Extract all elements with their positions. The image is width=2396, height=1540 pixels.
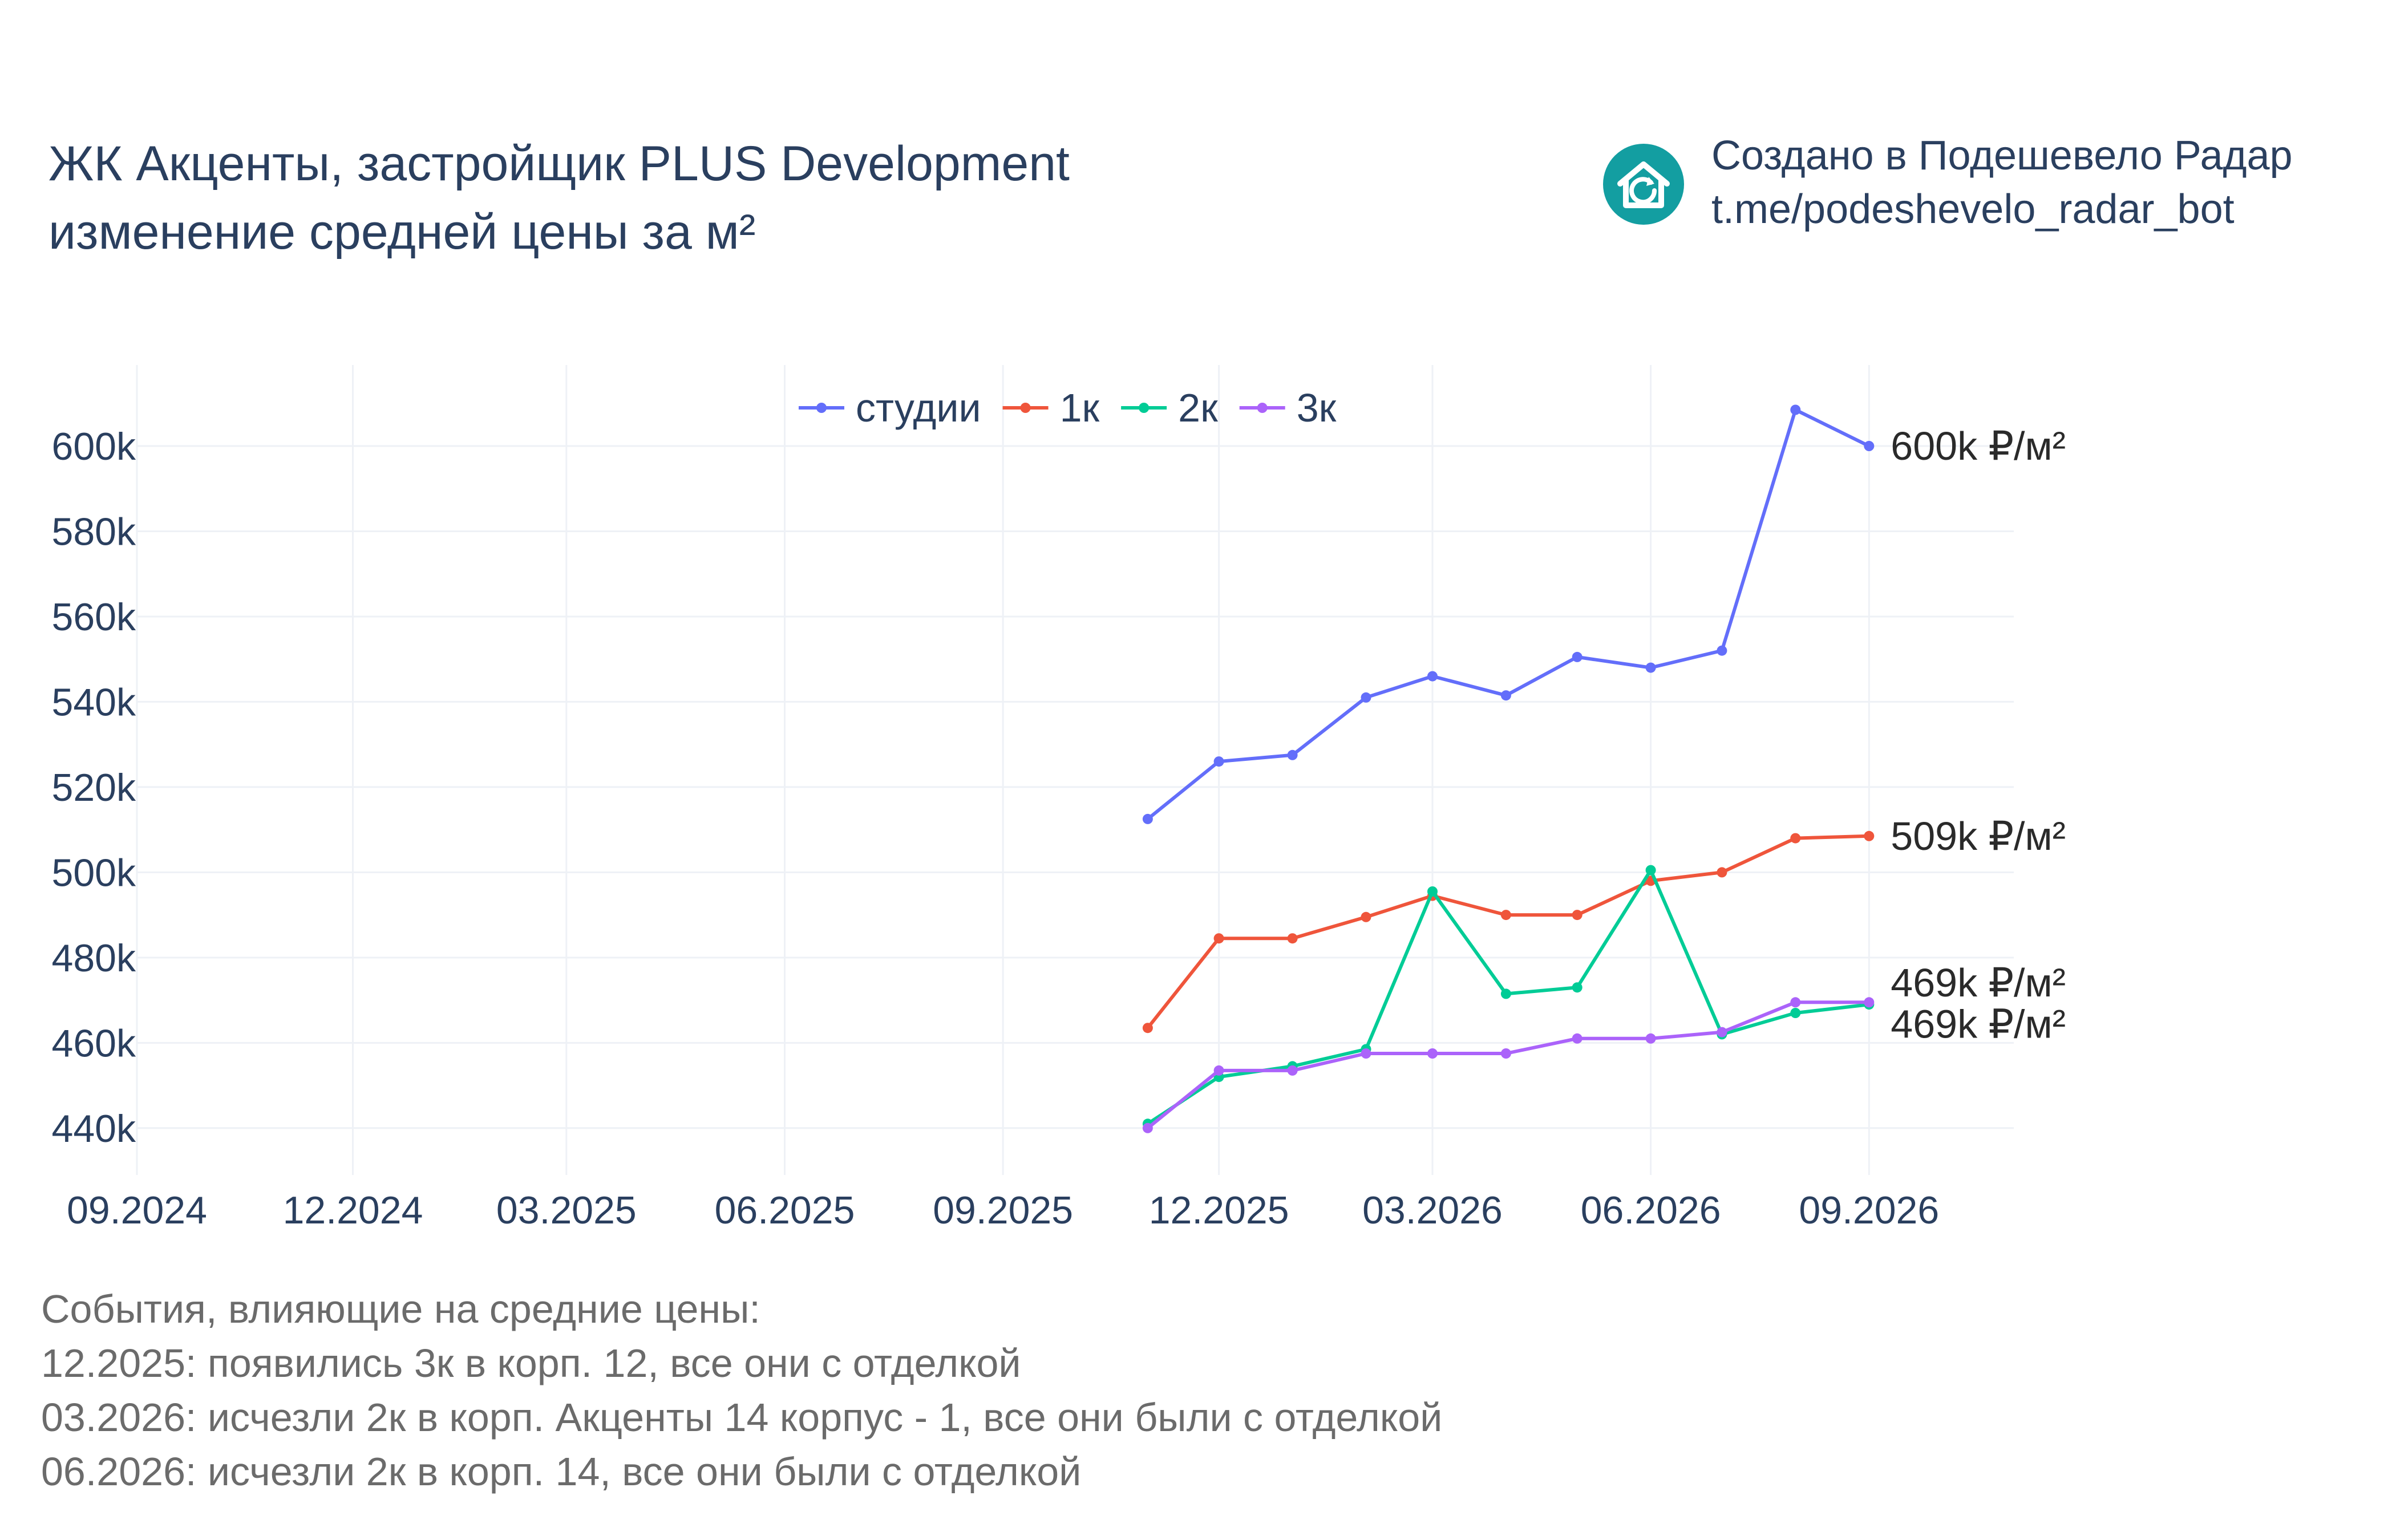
y-tick-label: 480k	[52, 937, 136, 980]
data-point	[1864, 441, 1875, 451]
data-point	[1572, 1033, 1583, 1044]
data-point	[1645, 662, 1656, 673]
legend-marker-3	[1257, 403, 1268, 413]
data-point	[1864, 997, 1875, 1008]
y-tick-label: 540k	[52, 680, 136, 724]
data-point	[1572, 910, 1583, 921]
data-point	[1142, 1023, 1153, 1034]
end-label-2: 469k ₽/м²	[1891, 961, 2066, 1005]
data-point	[1287, 933, 1298, 944]
data-point	[1790, 1008, 1801, 1018]
data-point	[1500, 988, 1511, 999]
credit-name: Создано в Подешевело Радар	[1711, 133, 2293, 179]
line-chart: 09.2024 12.2024 03.2025 06.2025 09.2025 12.20…	[52, 365, 2066, 1232]
legend[interactable]: студии 1к 2к 3к	[799, 386, 1337, 430]
data-point	[1213, 1065, 1224, 1076]
data-point	[1645, 865, 1656, 876]
x-tick-label: 09.2025	[933, 1189, 1073, 1232]
event-item-1: 12.2025: появились 3к в корп. 12, все он…	[41, 1341, 1021, 1385]
data-point	[1361, 692, 1371, 703]
data-point	[1500, 690, 1511, 701]
data-point	[1572, 982, 1583, 993]
data-point	[1790, 404, 1801, 415]
event-item-3: 06.2026: исчезли 2к в корп. 14, все они …	[41, 1449, 1082, 1494]
data-point	[1427, 671, 1438, 682]
legend-item-0[interactable]: студии	[856, 386, 981, 430]
data-point	[1213, 933, 1224, 944]
data-point	[1287, 749, 1298, 760]
x-tick-label: 09.2026	[1799, 1189, 1939, 1232]
y-tick-label: 580k	[52, 510, 136, 553]
data-point	[1717, 1027, 1727, 1038]
x-tick-label: 12.2025	[1149, 1189, 1289, 1232]
x-tick-label: 06.2025	[715, 1189, 855, 1232]
data-point	[1717, 867, 1727, 878]
series-line-1	[1146, 834, 1869, 1030]
house-refresh-icon	[1603, 144, 1684, 225]
y-tick-label: 500k	[52, 851, 136, 894]
data-point	[1427, 886, 1438, 897]
event-item-2: 03.2026: исчезли 2к в корп. Акценты 14 к…	[41, 1395, 1443, 1440]
y-tick-label: 560k	[52, 595, 136, 639]
data-point	[1864, 830, 1875, 841]
x-tick-label: 06.2026	[1581, 1189, 1721, 1232]
end-label-0: 600k ₽/м²	[1891, 424, 2066, 468]
data-point	[1287, 1065, 1298, 1076]
legend-item-1[interactable]: 1к	[1060, 386, 1100, 430]
y-tick-label: 460k	[52, 1022, 136, 1065]
grid	[136, 365, 2014, 1175]
data-point	[1500, 910, 1511, 921]
y-tick-label: 520k	[52, 766, 136, 809]
legend-marker-2	[1139, 403, 1150, 413]
events-header: События, влияющие на средние цены:	[41, 1287, 760, 1331]
legend-marker-0	[816, 403, 827, 413]
axes: 09.2024 12.2024 03.2025 06.2025 09.2025 12.20…	[52, 425, 1940, 1232]
series-line-3	[1147, 1000, 1869, 1130]
chart-title: ЖК Акценты, застройщик PLUS Development	[48, 136, 1070, 191]
legend-item-3[interactable]: 3к	[1297, 386, 1337, 430]
data-point	[1142, 813, 1153, 824]
data-point	[1361, 911, 1371, 922]
data-point	[1213, 756, 1224, 767]
series-layer	[1142, 404, 1875, 1133]
series-line-0	[1147, 408, 1870, 821]
chart-subtitle: изменение средней цены за м²	[48, 205, 756, 260]
x-tick-label: 09.2024	[67, 1189, 207, 1232]
x-tick-label: 03.2025	[496, 1189, 637, 1232]
y-tick-label: 440k	[52, 1107, 136, 1150]
x-tick-label: 12.2024	[283, 1189, 423, 1232]
credit-link[interactable]: t.me/podeshevelo_radar_bot	[1711, 187, 2235, 232]
legend-marker-1	[1020, 403, 1031, 413]
data-point	[1790, 997, 1801, 1008]
data-point	[1427, 1048, 1438, 1059]
legend-item-2[interactable]: 2к	[1178, 386, 1218, 430]
data-point	[1142, 1122, 1153, 1133]
end-label-3: 469k ₽/м²	[1891, 1002, 2066, 1046]
data-point	[1790, 833, 1801, 844]
end-label-1: 509k ₽/м²	[1891, 814, 2066, 858]
y-tick-label: 600k	[52, 425, 136, 468]
data-point	[1361, 1048, 1371, 1059]
data-point	[1645, 1033, 1656, 1044]
data-point	[1572, 651, 1583, 662]
x-tick-label: 03.2026	[1362, 1189, 1503, 1232]
data-point	[1717, 645, 1727, 656]
data-point	[1500, 1048, 1511, 1059]
